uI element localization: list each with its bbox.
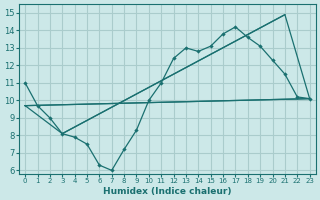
X-axis label: Humidex (Indice chaleur): Humidex (Indice chaleur) bbox=[103, 187, 232, 196]
